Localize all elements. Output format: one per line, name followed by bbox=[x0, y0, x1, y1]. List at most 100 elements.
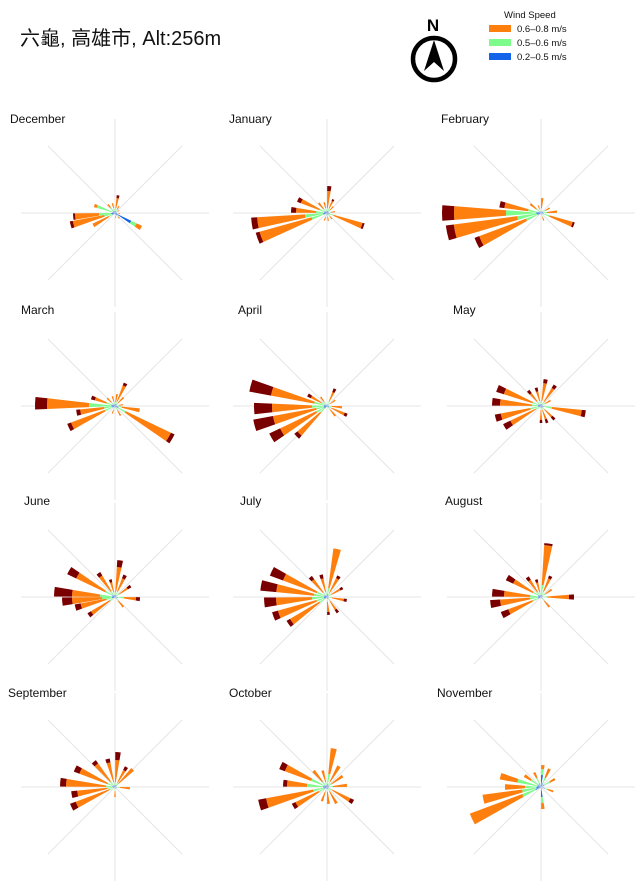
speed-band-segment bbox=[541, 775, 543, 787]
speed-band-segment bbox=[543, 379, 548, 384]
speed-band-segment bbox=[343, 598, 347, 603]
speed-band-segment bbox=[107, 787, 114, 789]
speed-band-segment bbox=[330, 399, 336, 404]
speed-band-segment bbox=[114, 211, 115, 213]
speed-band-segment bbox=[523, 774, 532, 781]
speed-band-segment bbox=[266, 789, 314, 808]
speed-band-segment bbox=[546, 594, 569, 600]
direction-bar bbox=[115, 767, 135, 787]
speed-band-segment bbox=[522, 789, 536, 797]
speed-band-segment bbox=[323, 202, 327, 209]
speed-band-segment bbox=[469, 794, 524, 825]
speed-band-segment bbox=[539, 404, 541, 406]
direction-bar bbox=[115, 597, 125, 608]
direction-bar bbox=[115, 394, 118, 406]
speed-band-segment bbox=[329, 765, 341, 783]
direction-bar bbox=[505, 574, 541, 597]
legend-swatch bbox=[489, 39, 511, 46]
speed-band-segment bbox=[326, 211, 327, 213]
speed-band-segment bbox=[327, 406, 329, 407]
direction-bar bbox=[286, 597, 327, 627]
speed-band-segment bbox=[541, 406, 544, 407]
speed-band-segment bbox=[104, 407, 113, 412]
speed-band-segment bbox=[327, 212, 329, 213]
speed-band-segment bbox=[539, 419, 543, 424]
direction-bar bbox=[105, 758, 115, 787]
direction-bar bbox=[115, 396, 125, 406]
speed-band-segment bbox=[541, 208, 542, 212]
speed-band-segment bbox=[325, 592, 327, 596]
speed-band-segment bbox=[327, 785, 329, 787]
speed-band-segment bbox=[282, 573, 318, 594]
speed-band-segment bbox=[115, 406, 117, 408]
speed-band-segment bbox=[331, 406, 342, 409]
direction-bar bbox=[327, 787, 338, 805]
direction-bar bbox=[269, 566, 327, 597]
speed-band-segment bbox=[129, 220, 137, 227]
speed-band-segment bbox=[327, 595, 329, 597]
month-label: December bbox=[10, 112, 65, 126]
direction-bar bbox=[492, 397, 541, 406]
speed-band-segment bbox=[333, 214, 363, 229]
direction-bar bbox=[490, 597, 541, 609]
direction-bar bbox=[115, 574, 127, 597]
speed-band-segment bbox=[46, 398, 90, 409]
speed-band-segment bbox=[529, 203, 537, 210]
speed-band-segment bbox=[539, 401, 541, 405]
speed-band-segment bbox=[166, 432, 175, 444]
speed-band-segment bbox=[319, 209, 325, 212]
speed-band-segment bbox=[530, 597, 539, 600]
speed-band-segment bbox=[311, 214, 324, 220]
speed-band-segment bbox=[111, 203, 115, 209]
speed-band-segment bbox=[328, 786, 333, 787]
speed-band-segment bbox=[327, 774, 331, 785]
speed-band-segment bbox=[525, 785, 538, 789]
direction-bar bbox=[115, 597, 140, 602]
speed-band-segment bbox=[537, 205, 540, 210]
speed-band-segment bbox=[538, 595, 541, 597]
speed-band-segment bbox=[307, 783, 324, 787]
direction-bar bbox=[269, 406, 327, 443]
speed-band-segment bbox=[535, 391, 541, 402]
speed-band-segment bbox=[113, 782, 115, 786]
direction-bar bbox=[499, 772, 541, 787]
speed-band-segment bbox=[332, 388, 337, 393]
speed-band-segment bbox=[528, 579, 538, 593]
north-arrow-icon: N bbox=[410, 16, 458, 83]
month-label: April bbox=[238, 303, 262, 317]
direction-bar bbox=[327, 575, 341, 597]
speed-band-segment bbox=[331, 198, 335, 202]
speed-band-segment bbox=[109, 598, 114, 601]
direction-bar bbox=[327, 787, 355, 804]
speed-band-segment bbox=[123, 766, 129, 772]
speed-band-segment bbox=[474, 236, 484, 248]
speed-band-segment bbox=[541, 784, 545, 787]
direction-bar bbox=[503, 406, 541, 430]
direction-bar bbox=[496, 385, 541, 406]
direction-bar bbox=[327, 787, 330, 804]
speed-band-segment bbox=[75, 213, 100, 220]
wind-rose-panel: February bbox=[441, 112, 635, 307]
speed-band-segment bbox=[542, 212, 547, 213]
speed-band-segment bbox=[500, 408, 531, 420]
speed-band-segment bbox=[295, 790, 320, 807]
speed-band-segment bbox=[526, 389, 532, 395]
wind-rose-grid: December January February March April May June… bbox=[8, 112, 635, 881]
speed-band-segment bbox=[126, 584, 132, 590]
speed-band-segment bbox=[541, 545, 553, 586]
speed-band-segment bbox=[539, 783, 541, 787]
month-label: May bbox=[453, 303, 476, 317]
speed-band-segment bbox=[113, 407, 115, 410]
speed-band-segment bbox=[277, 599, 317, 619]
wind-rose-panel: October bbox=[229, 686, 421, 881]
speed-band-segment bbox=[270, 386, 315, 404]
direction-bar bbox=[327, 748, 337, 787]
speed-band-segment bbox=[328, 407, 331, 411]
speed-band-segment bbox=[118, 407, 126, 413]
speed-band-segment bbox=[503, 388, 533, 404]
speed-band-segment bbox=[307, 393, 313, 399]
speed-band-segment bbox=[115, 211, 117, 213]
speed-band-segment bbox=[283, 779, 288, 787]
speed-band-segment bbox=[111, 402, 114, 405]
speed-band-segment bbox=[96, 572, 103, 578]
